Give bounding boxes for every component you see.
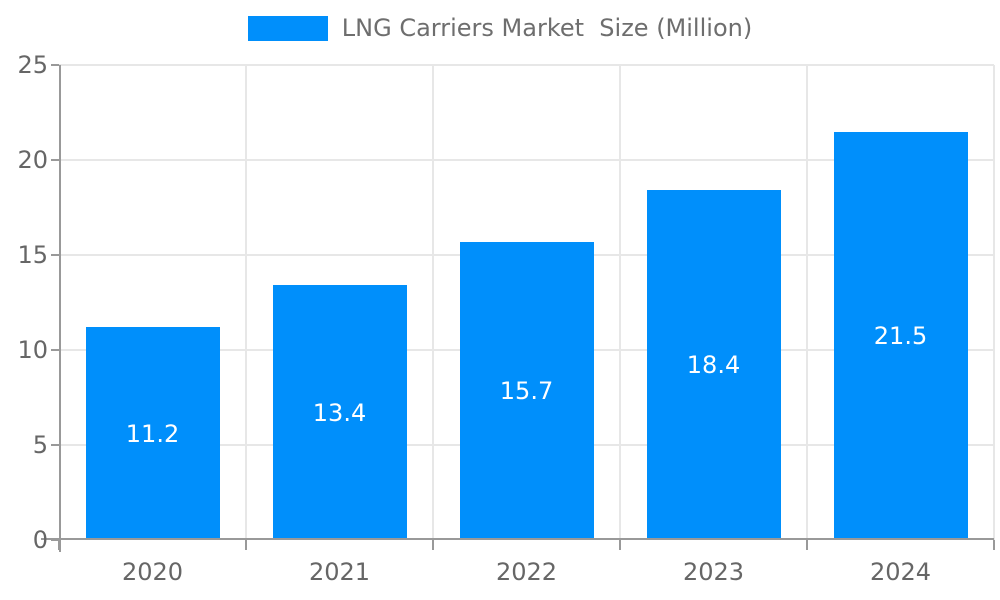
bar-2022[interactable] — [459, 241, 594, 540]
legend[interactable]: LNG Carriers Market Size (Million) — [0, 14, 1000, 42]
x-tick-label-2021: 2021 — [308, 558, 371, 586]
gridline-x-boundary-5 — [993, 65, 995, 540]
bar-value-label-2023: 18.4 — [686, 351, 741, 380]
y-axis-line — [59, 65, 61, 552]
bar-2023[interactable] — [646, 190, 781, 540]
x-tick-boundary-4 — [806, 540, 808, 550]
bar-value-label-2024: 21.5 — [873, 321, 928, 350]
bar-value-label-2020: 11.2 — [125, 419, 180, 448]
y-tick-0 — [51, 539, 59, 541]
gridline-x-boundary-1 — [245, 65, 247, 540]
gridline-x-boundary-3 — [619, 65, 621, 540]
bar-2020[interactable] — [85, 327, 220, 540]
x-tick-boundary-1 — [245, 540, 247, 550]
bar-2024[interactable] — [833, 131, 968, 540]
y-tick-label-5: 5 — [32, 431, 48, 459]
x-tick-label-2023: 2023 — [682, 558, 745, 586]
y-tick-20 — [51, 159, 59, 161]
x-tick-boundary-3 — [619, 540, 621, 550]
x-tick-label-2022: 2022 — [495, 558, 558, 586]
y-tick-label-20: 20 — [17, 146, 48, 174]
x-tick-boundary-5 — [993, 540, 995, 550]
y-tick-label-10: 10 — [17, 336, 48, 364]
y-tick-5 — [51, 444, 59, 446]
bar-value-label-2021: 13.4 — [312, 398, 367, 427]
x-tick-boundary-0 — [58, 540, 60, 550]
plot-area: 11.2 13.4 15.7 18.4 21.5 — [41, 64, 995, 552]
legend-label: LNG Carriers Market Size (Million) — [341, 14, 753, 42]
y-tick-25 — [51, 64, 59, 66]
y-tick-label-25: 25 — [17, 51, 48, 79]
y-tick-label-0: 0 — [32, 526, 48, 554]
x-axis-line — [41, 538, 994, 540]
y-tick-10 — [51, 349, 59, 351]
gridline-y-25 — [59, 64, 994, 66]
gridline-y-20 — [59, 159, 994, 161]
y-tick-15 — [51, 254, 59, 256]
legend-swatch — [247, 15, 328, 41]
x-tick-boundary-2 — [432, 540, 434, 550]
x-tick-label-2020: 2020 — [121, 558, 184, 586]
y-tick-label-15: 15 — [17, 241, 48, 269]
gridline-x-boundary-2 — [432, 65, 434, 540]
bar-value-label-2022: 15.7 — [499, 376, 554, 405]
bar-2021[interactable] — [272, 285, 407, 540]
x-tick-label-2024: 2024 — [869, 558, 932, 586]
gridline-x-boundary-4 — [806, 65, 808, 540]
